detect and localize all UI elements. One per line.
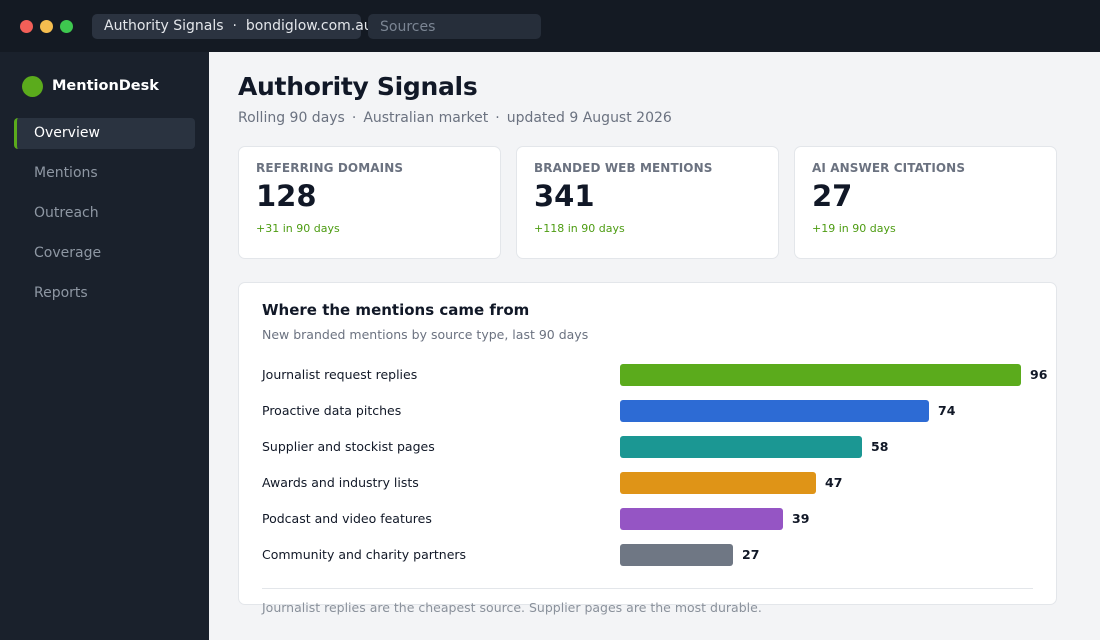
bar <box>620 436 862 458</box>
bar-label: Awards and industry lists <box>262 475 419 490</box>
meta-period: Rolling 90 days <box>238 110 345 126</box>
stat-value: 128 <box>256 179 317 213</box>
minimize-window-button[interactable] <box>40 20 53 33</box>
bar <box>620 364 1021 386</box>
stat-label: BRANDED WEB MENTIONS <box>534 161 713 175</box>
bar <box>620 508 783 530</box>
bar <box>620 400 929 422</box>
sources-search-input[interactable] <box>368 14 541 39</box>
meta-updated: updated 9 August 2026 <box>506 110 672 126</box>
bar-value-label: 47 <box>825 475 843 490</box>
stat-delta: +31 in 90 days <box>256 222 340 235</box>
mentions-source-chart-panel: Where the mentions came from New branded… <box>238 282 1057 605</box>
bar-label: Journalist request replies <box>262 367 418 382</box>
stat-label: AI ANSWER CITATIONS <box>812 161 966 175</box>
stat-card-branded-web-mentions: BRANDED WEB MENTIONS 341 +118 in 90 days <box>516 146 779 259</box>
meta-separator: · <box>495 110 500 126</box>
site-domain: bondiglow.com.au <box>245 18 373 34</box>
bar-value-label: 27 <box>742 547 760 562</box>
brand-name: MentionDesk <box>52 78 159 94</box>
chart-subtitle: New branded mentions by source type, las… <box>262 327 589 342</box>
sidebar-item-outreach[interactable]: Outreach <box>34 205 99 221</box>
stat-delta: +118 in 90 days <box>534 222 625 235</box>
bar-label: Proactive data pitches <box>262 403 402 418</box>
bar-value-label: 74 <box>938 403 956 418</box>
meta-separator: · <box>351 110 357 126</box>
close-window-button[interactable] <box>20 20 33 33</box>
chart-divider <box>262 588 1033 589</box>
bar-value-label: 58 <box>871 439 889 454</box>
window-titlebar: Authority Signals · bondiglow.com.au <box>0 0 1100 52</box>
chart-footnote: Journalist replies are the cheapest sour… <box>262 600 762 615</box>
chart-title: Where the mentions came from <box>262 301 530 319</box>
maximize-window-button[interactable] <box>60 20 73 33</box>
address-bar[interactable]: Authority Signals · bondiglow.com.au <box>92 14 373 39</box>
page-meta: Rolling 90 days · Australian market · update… <box>238 110 672 126</box>
bar <box>620 472 816 494</box>
bar-value-label: 96 <box>1030 367 1048 382</box>
bar <box>620 544 733 566</box>
page-tab-title: Authority Signals <box>104 18 224 34</box>
stat-card-referring-domains: REFERRING DOMAINS 128 +31 in 90 days <box>238 146 501 259</box>
sidebar-item-coverage[interactable]: Coverage <box>34 245 102 261</box>
meta-market: Australian market <box>363 110 489 126</box>
bar-label: Podcast and video features <box>262 511 432 526</box>
stat-delta: +19 in 90 days <box>812 222 896 235</box>
stat-value: 341 <box>534 179 595 213</box>
sidebar-item-reports[interactable]: Reports <box>34 285 88 301</box>
stat-label: REFERRING DOMAINS <box>256 161 404 175</box>
page-title: Authority Signals <box>238 72 478 101</box>
bar-label: Supplier and stockist pages <box>262 439 435 454</box>
sidebar-item-overview[interactable]: Overview <box>14 118 195 149</box>
bar-value-label: 39 <box>792 511 810 526</box>
stat-card-ai-answer-citations: AI ANSWER CITATIONS 27 +19 in 90 days <box>794 146 1057 259</box>
sidebar: MentionDesk Overview Mentions Outreach C… <box>0 52 209 640</box>
sidebar-item-mentions[interactable]: Mentions <box>34 165 98 181</box>
brand-logo-icon <box>22 76 43 97</box>
stat-value: 27 <box>812 179 853 213</box>
bar-label: Community and charity partners <box>262 547 467 562</box>
address-separator: · <box>223 18 246 34</box>
